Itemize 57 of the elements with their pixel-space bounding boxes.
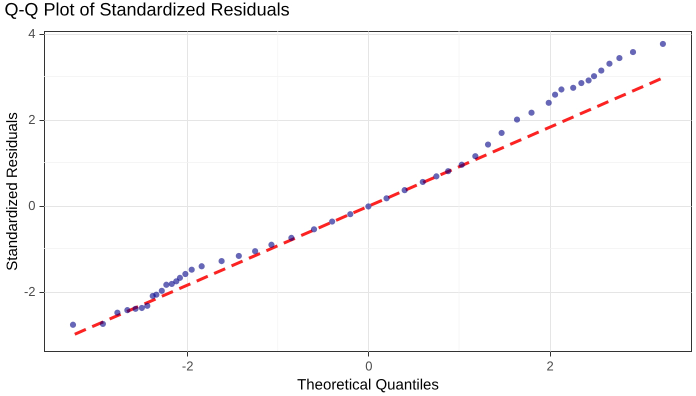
point bbox=[114, 310, 120, 316]
point bbox=[268, 242, 275, 248]
y-tick-label: 2 bbox=[28, 112, 36, 128]
point bbox=[236, 252, 242, 260]
point bbox=[218, 258, 225, 264]
x-tick-label: 0 bbox=[365, 358, 373, 374]
point bbox=[124, 307, 130, 314]
point bbox=[420, 178, 426, 186]
point bbox=[433, 173, 440, 180]
point bbox=[288, 234, 294, 241]
point bbox=[616, 55, 622, 62]
point bbox=[252, 248, 258, 254]
chart-title: Q-Q Plot of Standardized Residuals bbox=[4, 0, 290, 20]
point bbox=[472, 153, 478, 160]
point bbox=[402, 187, 408, 194]
point bbox=[144, 302, 150, 309]
point bbox=[188, 266, 195, 273]
point bbox=[660, 40, 666, 47]
x-tick-label: -2 bbox=[182, 358, 194, 374]
point bbox=[310, 226, 318, 232]
point bbox=[546, 100, 552, 106]
point bbox=[138, 304, 145, 312]
point bbox=[606, 60, 613, 67]
point bbox=[198, 263, 205, 270]
point bbox=[383, 195, 390, 202]
x-axis-title: Theoretical Quantiles bbox=[297, 376, 439, 394]
point bbox=[514, 116, 520, 123]
point bbox=[365, 203, 372, 210]
point bbox=[347, 211, 354, 218]
y-tick-label: 0 bbox=[28, 198, 36, 214]
point bbox=[484, 141, 492, 148]
point bbox=[163, 282, 170, 288]
point bbox=[70, 322, 76, 328]
point bbox=[570, 84, 576, 91]
point bbox=[182, 270, 188, 278]
point bbox=[458, 162, 465, 168]
point bbox=[498, 130, 505, 136]
point bbox=[158, 288, 165, 294]
point bbox=[552, 92, 558, 98]
point bbox=[132, 306, 139, 312]
y-tick-label: -2 bbox=[24, 284, 36, 300]
point bbox=[578, 80, 584, 86]
point bbox=[590, 73, 598, 80]
x-tick-label: 2 bbox=[546, 358, 554, 374]
point bbox=[176, 274, 184, 281]
point bbox=[630, 49, 636, 56]
point bbox=[528, 110, 535, 116]
point bbox=[168, 280, 175, 287]
point bbox=[329, 218, 336, 225]
point bbox=[558, 86, 564, 93]
y-tick-label: 4 bbox=[28, 26, 36, 42]
y-axis-title: Standardized Residuals bbox=[4, 112, 21, 271]
point bbox=[100, 320, 106, 327]
point bbox=[445, 168, 452, 174]
point bbox=[586, 77, 592, 84]
point bbox=[598, 67, 604, 74]
point bbox=[153, 292, 160, 298]
